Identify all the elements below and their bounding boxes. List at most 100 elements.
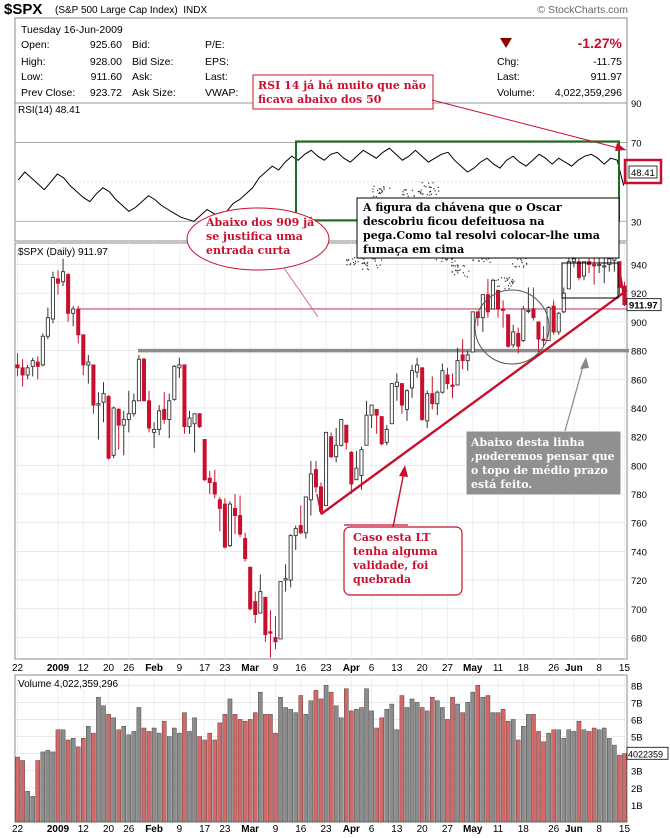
volume-bar [531, 714, 536, 823]
volume-bar [308, 700, 314, 823]
smoke-dot [373, 195, 375, 198]
smoke-dot [353, 256, 356, 259]
volume-bar [131, 731, 137, 823]
smoke-dot [429, 191, 431, 193]
x-tick-label: 11 [493, 663, 504, 674]
price-tick-label: 840 [631, 404, 647, 415]
x-tick-label: 8 [596, 824, 602, 835]
smoke-dot [361, 262, 363, 264]
volume-bar [70, 738, 76, 823]
lt-note-arrow [392, 471, 405, 528]
smoke-dot [456, 270, 458, 272]
smoke-dot [372, 258, 374, 260]
smoke-dot [423, 185, 425, 187]
line-note: Abaixo desta linha ,poderemos pensar que o… [471, 436, 615, 491]
volume-bar [495, 712, 501, 823]
candle-body [217, 499, 222, 509]
smoke-dot [406, 193, 408, 195]
price-tick-label: 680 [631, 633, 647, 644]
brand-label[interactable]: © StockCharts.com [537, 4, 628, 16]
stat-value: -11.75 [593, 56, 622, 68]
smoke-dot [500, 277, 503, 279]
candle-body [511, 331, 516, 346]
volume-bar [505, 720, 511, 823]
x-tick-label: 22 [12, 663, 24, 674]
candle-body [136, 358, 141, 402]
date-line: Tuesday 16-Jun-2009 [21, 24, 123, 36]
candle-body [354, 467, 359, 481]
volume-bar [364, 688, 369, 823]
candle-body [182, 364, 187, 428]
smoke-dot [441, 260, 443, 263]
smoke-dot [457, 272, 459, 274]
volume-tick-label: 5B [631, 733, 643, 744]
smoke-dot [511, 280, 513, 283]
candle-body [379, 416, 384, 445]
x-tick-label: 16 [295, 663, 307, 674]
candle-body [278, 581, 283, 640]
stat-label: Last: [497, 71, 520, 83]
volume-bar [222, 714, 228, 823]
trend-line [320, 289, 628, 516]
volume-title: Volume 4,022,359,296 [18, 679, 119, 690]
volume-tick-label: 1B [631, 801, 643, 812]
x-tick-label: Feb [145, 824, 163, 835]
quote-label: High: [21, 56, 46, 68]
volume-bar [187, 731, 192, 823]
candle-body [162, 408, 167, 420]
x-tick-label: Apr [343, 663, 360, 674]
smoke-dot [496, 285, 499, 288]
smoke-dot [438, 190, 440, 192]
volume-bar [318, 698, 324, 823]
candle-body [15, 364, 20, 369]
rsi-value-box [623, 158, 663, 185]
price-tick-label: 880 [631, 347, 647, 358]
candle-body [141, 358, 146, 402]
smoke-dot [346, 259, 348, 261]
volume-bar [440, 707, 445, 823]
volume-bar [430, 697, 435, 823]
price-drop-mark [619, 272, 626, 304]
candle-body [66, 274, 71, 314]
smoke-dot [378, 188, 381, 190]
x-tick-label: 26 [548, 824, 560, 835]
smoke-dot [488, 258, 490, 260]
candle-body [20, 367, 25, 376]
candle-body [253, 601, 258, 615]
smoke-dot [430, 193, 432, 195]
smoke-dot [525, 257, 527, 260]
volume-bar [182, 712, 187, 823]
candle-body [172, 365, 177, 400]
candle-body [470, 311, 475, 353]
candle-body [313, 469, 318, 488]
quote-label: Bid Size: [132, 56, 174, 68]
smoke-dot [497, 279, 500, 281]
smoke-dot [504, 288, 506, 290]
volume-bar [551, 729, 556, 823]
volume-bar [394, 729, 400, 823]
volume-bar [111, 717, 116, 823]
rsi-line [17, 147, 625, 222]
x-tick-label: 12 [78, 824, 90, 835]
candle-body [283, 578, 288, 581]
smoke-dot [352, 261, 355, 264]
volume-bar [237, 719, 243, 823]
volume-bar [40, 751, 46, 823]
stat-label: Volume: [497, 87, 535, 99]
volume-bar [197, 736, 202, 823]
smoke-dot [379, 264, 381, 266]
volume-bar [541, 741, 546, 823]
smoke-dot [367, 268, 370, 271]
x-tick-label: 20 [103, 663, 115, 674]
line-note-arrowhead [580, 357, 589, 369]
x-tick-label: 27 [442, 824, 454, 835]
candle-body [324, 431, 329, 506]
volume-bar [475, 685, 481, 823]
smoke-dot [381, 190, 383, 192]
quote-value: 923.72 [89, 87, 122, 99]
smoke-dot [402, 191, 404, 193]
candle-body [101, 393, 106, 403]
volume-bar [217, 722, 223, 823]
candle-body [197, 413, 202, 428]
volume-bar [252, 712, 258, 823]
